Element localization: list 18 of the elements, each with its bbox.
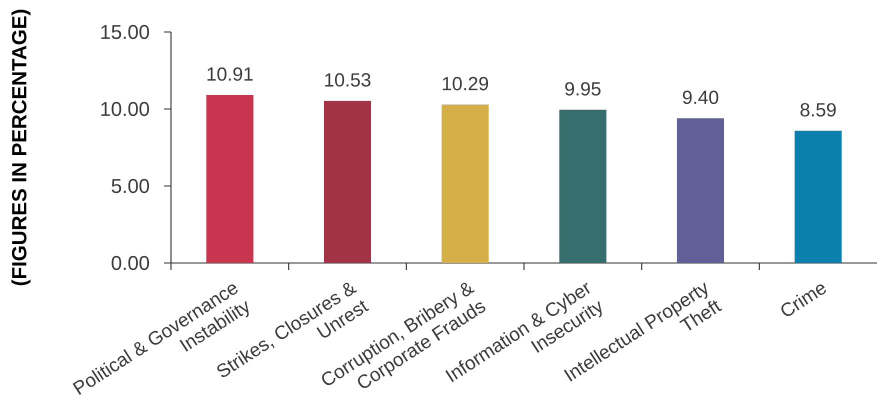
bar <box>442 104 489 263</box>
y-tick-label: 0.00 <box>112 256 150 270</box>
data-label: 9.95 <box>565 82 601 96</box>
y-tick-label: 10.00 <box>101 102 150 116</box>
bar <box>324 100 372 263</box>
data-label: 10.29 <box>442 76 488 90</box>
data-label: 10.53 <box>325 73 370 87</box>
bar <box>559 110 606 263</box>
bar <box>676 118 724 263</box>
bar <box>206 94 254 263</box>
bar <box>794 130 842 263</box>
data-label: 8.59 <box>800 103 836 117</box>
y-axis-title: (FIGURES IN PERCENTAGE) <box>11 10 31 286</box>
y-tick-label: 15.00 <box>101 24 150 40</box>
y-tick-label: 5.00 <box>112 178 150 194</box>
x-tick-label: Crime <box>781 284 826 316</box>
data-label: 9.40 <box>682 90 718 104</box>
data-label: 10.91 <box>208 67 253 81</box>
